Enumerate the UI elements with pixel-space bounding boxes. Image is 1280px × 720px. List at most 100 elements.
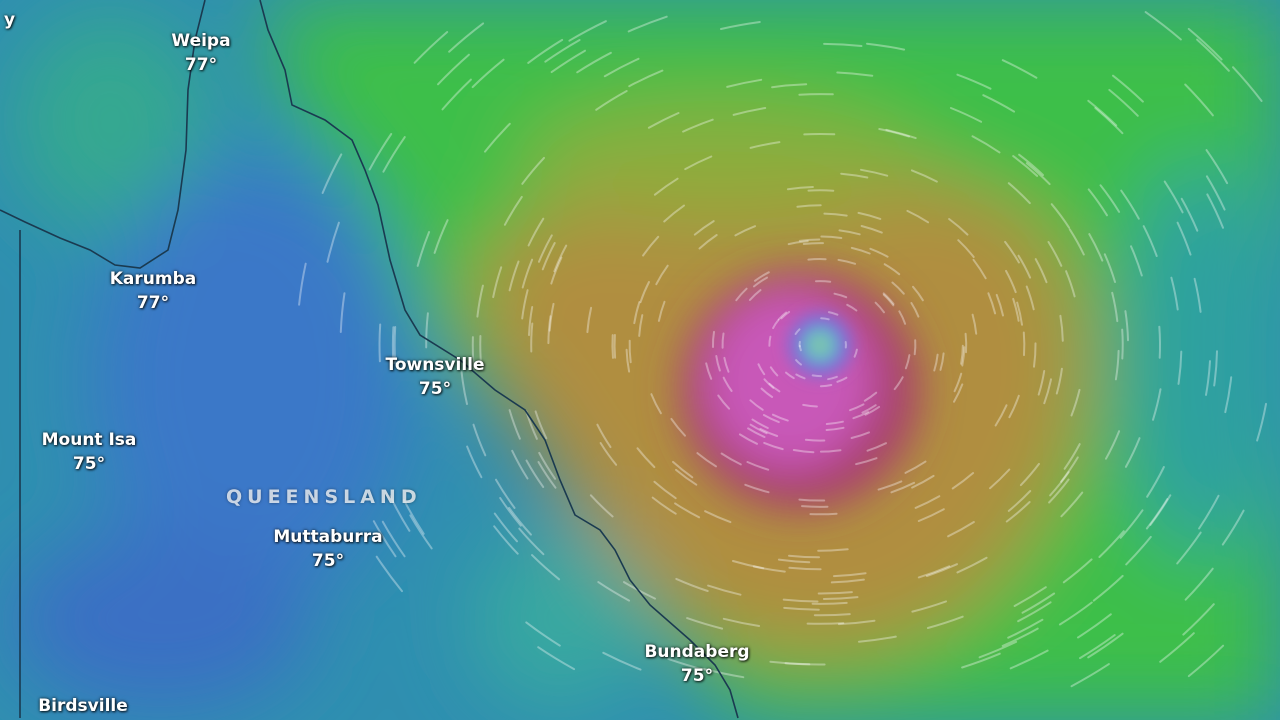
wind-streak [787,240,809,246]
wind-streak [833,572,867,578]
wind-streak [1124,437,1141,468]
wind-streak [466,445,483,479]
wind-streak [1059,314,1064,342]
city-temp: 77° [184,55,218,75]
wind-streak [732,560,765,570]
wind-streak [869,247,889,258]
wind-streak [538,234,553,263]
wind-streak [1087,99,1118,127]
wind-streak [722,376,733,392]
wind-streak [1187,27,1223,61]
city-birdsville[interactable]: Birdsville [38,694,128,718]
wind-streak [754,271,770,282]
city-karumba[interactable]: Karumba 77° [110,267,197,315]
wind-streak [953,383,964,403]
wind-streak [471,58,505,89]
wind-streak [802,242,824,245]
wind-streak [807,258,827,261]
wind-streak [817,548,849,552]
wind-streak [1146,466,1165,498]
wind-streak [819,384,833,388]
wind-streak [723,356,730,373]
wind-streak [995,293,1004,317]
city-townsville[interactable]: Townsville 75° [385,353,484,401]
wind-streak [822,596,859,600]
wind-streak [1205,149,1229,185]
wind-streak [882,292,895,305]
wind-streak [705,362,713,380]
wind-streak [698,234,718,250]
wind-streak [595,90,628,111]
wind-streak [1119,509,1144,539]
city-temp: 75° [311,551,345,571]
wind-streak [1114,349,1120,381]
wind-streak [1092,574,1124,602]
wind-streak [441,78,472,111]
wind-streak [763,378,775,389]
wind-streak [769,660,811,666]
wind-streak [1087,188,1108,217]
wind-streak [1065,270,1076,298]
city-muttaburra[interactable]: Muttaburra 75° [273,525,382,573]
wind-streak [753,276,768,288]
wind-streak [1087,632,1124,659]
wind-streak [1047,241,1063,267]
wind-streak [537,461,557,489]
wind-streak [1187,644,1225,678]
wind-streak [953,372,963,393]
wind-streak [715,355,721,372]
wind-streak [628,339,632,364]
wind-streak [1184,83,1214,117]
wind-streak [982,94,1016,113]
coastline [0,0,739,719]
wind-streak [987,292,997,315]
city-mount-isa[interactable]: Mount Isa 75° [42,428,137,476]
partial-city-label: y [4,10,16,30]
wind-streak [693,220,715,236]
wind-streak [1111,291,1119,323]
wind-streak [749,399,764,411]
wind-streak [771,83,808,89]
wind-streak [416,231,431,267]
wind-streak [499,497,522,527]
wind-streak [1094,107,1124,135]
wind-streak [527,38,564,64]
wind-streak [1224,376,1233,414]
wind-streak [846,303,858,312]
wind-streak [1025,162,1051,186]
wind-streak [1004,240,1020,264]
wind-streak [1058,601,1093,626]
wind-streak [777,311,788,321]
wind-streak [913,339,917,356]
wind-streak [1037,370,1046,396]
wind-streak [917,565,951,579]
wind-streak [479,335,483,369]
wind-streak [744,483,770,494]
wind-streak [852,411,869,420]
city-bundaberg[interactable]: Bundaberg 75° [644,640,749,688]
wind-streak [801,505,829,508]
wind-streak [484,122,511,153]
wind-streak [403,499,425,535]
wind-streak [1013,586,1047,607]
wind-streak [568,20,607,42]
city-weipa[interactable]: Weipa 77° [171,29,230,77]
wind-streak [657,300,666,322]
wind-streak [548,302,555,332]
wind-streak [653,177,679,196]
wind-streak [960,344,964,365]
wind-streak [1232,66,1263,102]
wind-streak [864,405,881,416]
wind-streak [798,344,802,352]
wind-streak [704,510,732,524]
city-name: Weipa [171,31,231,51]
wind-streak [1060,456,1079,483]
wind-streak [1198,494,1220,530]
wind-streak [1120,189,1140,220]
wind-streak [460,371,468,405]
wind-streak [782,598,819,603]
wind-streak [720,21,761,30]
wind-streak [890,481,916,494]
wind-streak [961,652,1001,669]
